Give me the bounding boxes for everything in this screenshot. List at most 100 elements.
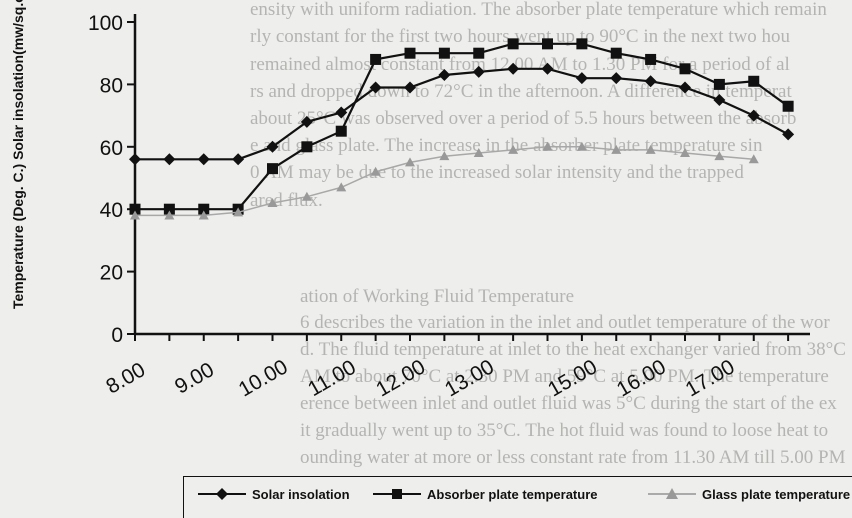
background-text-line: ation of Working Fluid Temperature bbox=[300, 286, 574, 307]
legend-label: Solar insolation bbox=[252, 487, 350, 502]
series-line bbox=[135, 67, 789, 161]
triangle-marker bbox=[164, 210, 175, 220]
triangle-marker bbox=[439, 151, 450, 161]
triangle-marker bbox=[336, 182, 347, 192]
background-text-line: e and glass plate. The increase in the a… bbox=[250, 135, 763, 156]
diamond-marker bbox=[541, 62, 554, 75]
diamond-marker bbox=[335, 106, 348, 119]
triangle-marker bbox=[198, 210, 209, 220]
x-tick-label: 15.00 bbox=[544, 355, 601, 401]
background-text-line: erence between inlet and outlet fluid wa… bbox=[300, 393, 837, 414]
diamond-marker bbox=[747, 109, 760, 122]
background-text-line: ensity with uniform radiation. The absor… bbox=[250, 0, 827, 20]
y-tick-label: 40 bbox=[100, 199, 123, 222]
series-glass-plate-temperature bbox=[130, 141, 759, 220]
square-marker bbox=[404, 47, 416, 59]
y-tick-label: 0 bbox=[111, 324, 123, 347]
square-marker bbox=[542, 38, 553, 50]
square-marker bbox=[370, 53, 382, 65]
diamond-marker-icon bbox=[198, 488, 246, 500]
diamond-marker bbox=[266, 140, 279, 153]
square-marker bbox=[473, 47, 485, 59]
x-tick-label: 10.00 bbox=[235, 355, 292, 401]
diamond-marker bbox=[404, 81, 416, 94]
x-tick-label: 11.00 bbox=[304, 356, 360, 401]
triangle-marker bbox=[714, 151, 725, 161]
diamond-marker bbox=[610, 72, 623, 85]
diamond-marker bbox=[197, 153, 210, 166]
diamond-marker bbox=[232, 153, 245, 166]
triangle-marker bbox=[233, 207, 244, 217]
square-marker bbox=[713, 78, 725, 90]
triangle-marker bbox=[370, 166, 381, 176]
square-marker bbox=[610, 47, 622, 59]
triangle-marker bbox=[611, 144, 622, 154]
triangle-marker-icon bbox=[648, 488, 696, 499]
triangle-marker bbox=[130, 210, 140, 220]
x-tick-label: 8.00 bbox=[102, 358, 149, 398]
triangle-marker bbox=[405, 157, 415, 167]
square-marker bbox=[645, 53, 657, 65]
square-marker-icon bbox=[373, 489, 421, 499]
square-marker bbox=[267, 163, 278, 175]
square-marker bbox=[576, 38, 588, 50]
legend-label: Glass plate temperature bbox=[702, 487, 851, 502]
background-text-line: AM to about 70°C at 2.30 PM and 59°C at … bbox=[300, 366, 829, 387]
diamond-marker bbox=[713, 94, 726, 106]
chart-series bbox=[129, 38, 795, 220]
y-tick-label: 100 bbox=[88, 12, 123, 35]
diamond-marker bbox=[369, 81, 382, 94]
y-tick-label: 60 bbox=[100, 137, 123, 160]
triangle-marker bbox=[508, 144, 519, 154]
triangle-marker bbox=[301, 191, 312, 201]
triangle-marker bbox=[576, 141, 587, 151]
diamond-marker bbox=[129, 153, 141, 166]
chart-axes: 0 20 40 60 80 100 8.00 9.00 10.00 11.00 12.00 13.00… bbox=[88, 12, 810, 401]
background-text-line: about 25°C was observed over a period of… bbox=[250, 108, 796, 129]
series-line bbox=[135, 42, 789, 211]
background-text-line: 0 AM may be due to the increased solar i… bbox=[250, 162, 744, 183]
x-tick-label: 12.00 bbox=[372, 355, 429, 401]
background-text-line: rly constant for the first two hours wen… bbox=[250, 26, 791, 47]
x-tick-label: 17.00 bbox=[682, 355, 739, 401]
background-text-line: ounding water at more or less constant r… bbox=[300, 447, 846, 468]
series-solar-insolation bbox=[129, 62, 795, 166]
triangle-marker bbox=[748, 154, 759, 164]
square-marker bbox=[163, 203, 175, 215]
x-tick-label: 13.00 bbox=[441, 355, 498, 401]
square-marker bbox=[438, 47, 450, 59]
diamond-marker bbox=[679, 81, 691, 94]
square-marker bbox=[301, 141, 313, 153]
square-marker bbox=[129, 203, 141, 215]
series-absorber-plate-temperature bbox=[129, 38, 794, 215]
background-text-line: it gradually went up to 35°C. The hot fl… bbox=[300, 420, 828, 441]
diamond-marker bbox=[163, 153, 176, 166]
square-marker bbox=[198, 203, 210, 215]
triangle-marker bbox=[680, 148, 690, 158]
diamond-marker bbox=[472, 65, 485, 78]
background-text-line: 6 describes the variation in the inlet a… bbox=[300, 312, 830, 333]
diamond-marker bbox=[782, 128, 795, 141]
diamond-marker bbox=[438, 69, 451, 82]
square-marker bbox=[782, 100, 794, 112]
square-marker bbox=[507, 38, 519, 50]
x-tick-label: 9.00 bbox=[171, 358, 218, 398]
triangle-marker bbox=[645, 144, 656, 154]
legend-label: Absorber plate temperature bbox=[427, 487, 598, 502]
chart-legend: Solar insolation Absorber plate temperat… bbox=[183, 476, 852, 518]
y-tick-label: 20 bbox=[100, 262, 123, 285]
diamond-marker bbox=[644, 75, 657, 88]
square-marker bbox=[748, 75, 760, 87]
triangle-marker bbox=[267, 197, 278, 207]
diamond-marker bbox=[507, 62, 520, 75]
square-marker bbox=[679, 63, 691, 75]
x-tick-label: 16.00 bbox=[613, 355, 670, 401]
y-tick-label: 80 bbox=[100, 74, 123, 97]
square-marker bbox=[335, 125, 347, 137]
background-text-line: rs and dropped down to 72°C in the after… bbox=[250, 81, 792, 102]
triangle-marker bbox=[473, 148, 484, 158]
diamond-marker bbox=[575, 72, 588, 85]
triangle-marker bbox=[542, 141, 553, 151]
